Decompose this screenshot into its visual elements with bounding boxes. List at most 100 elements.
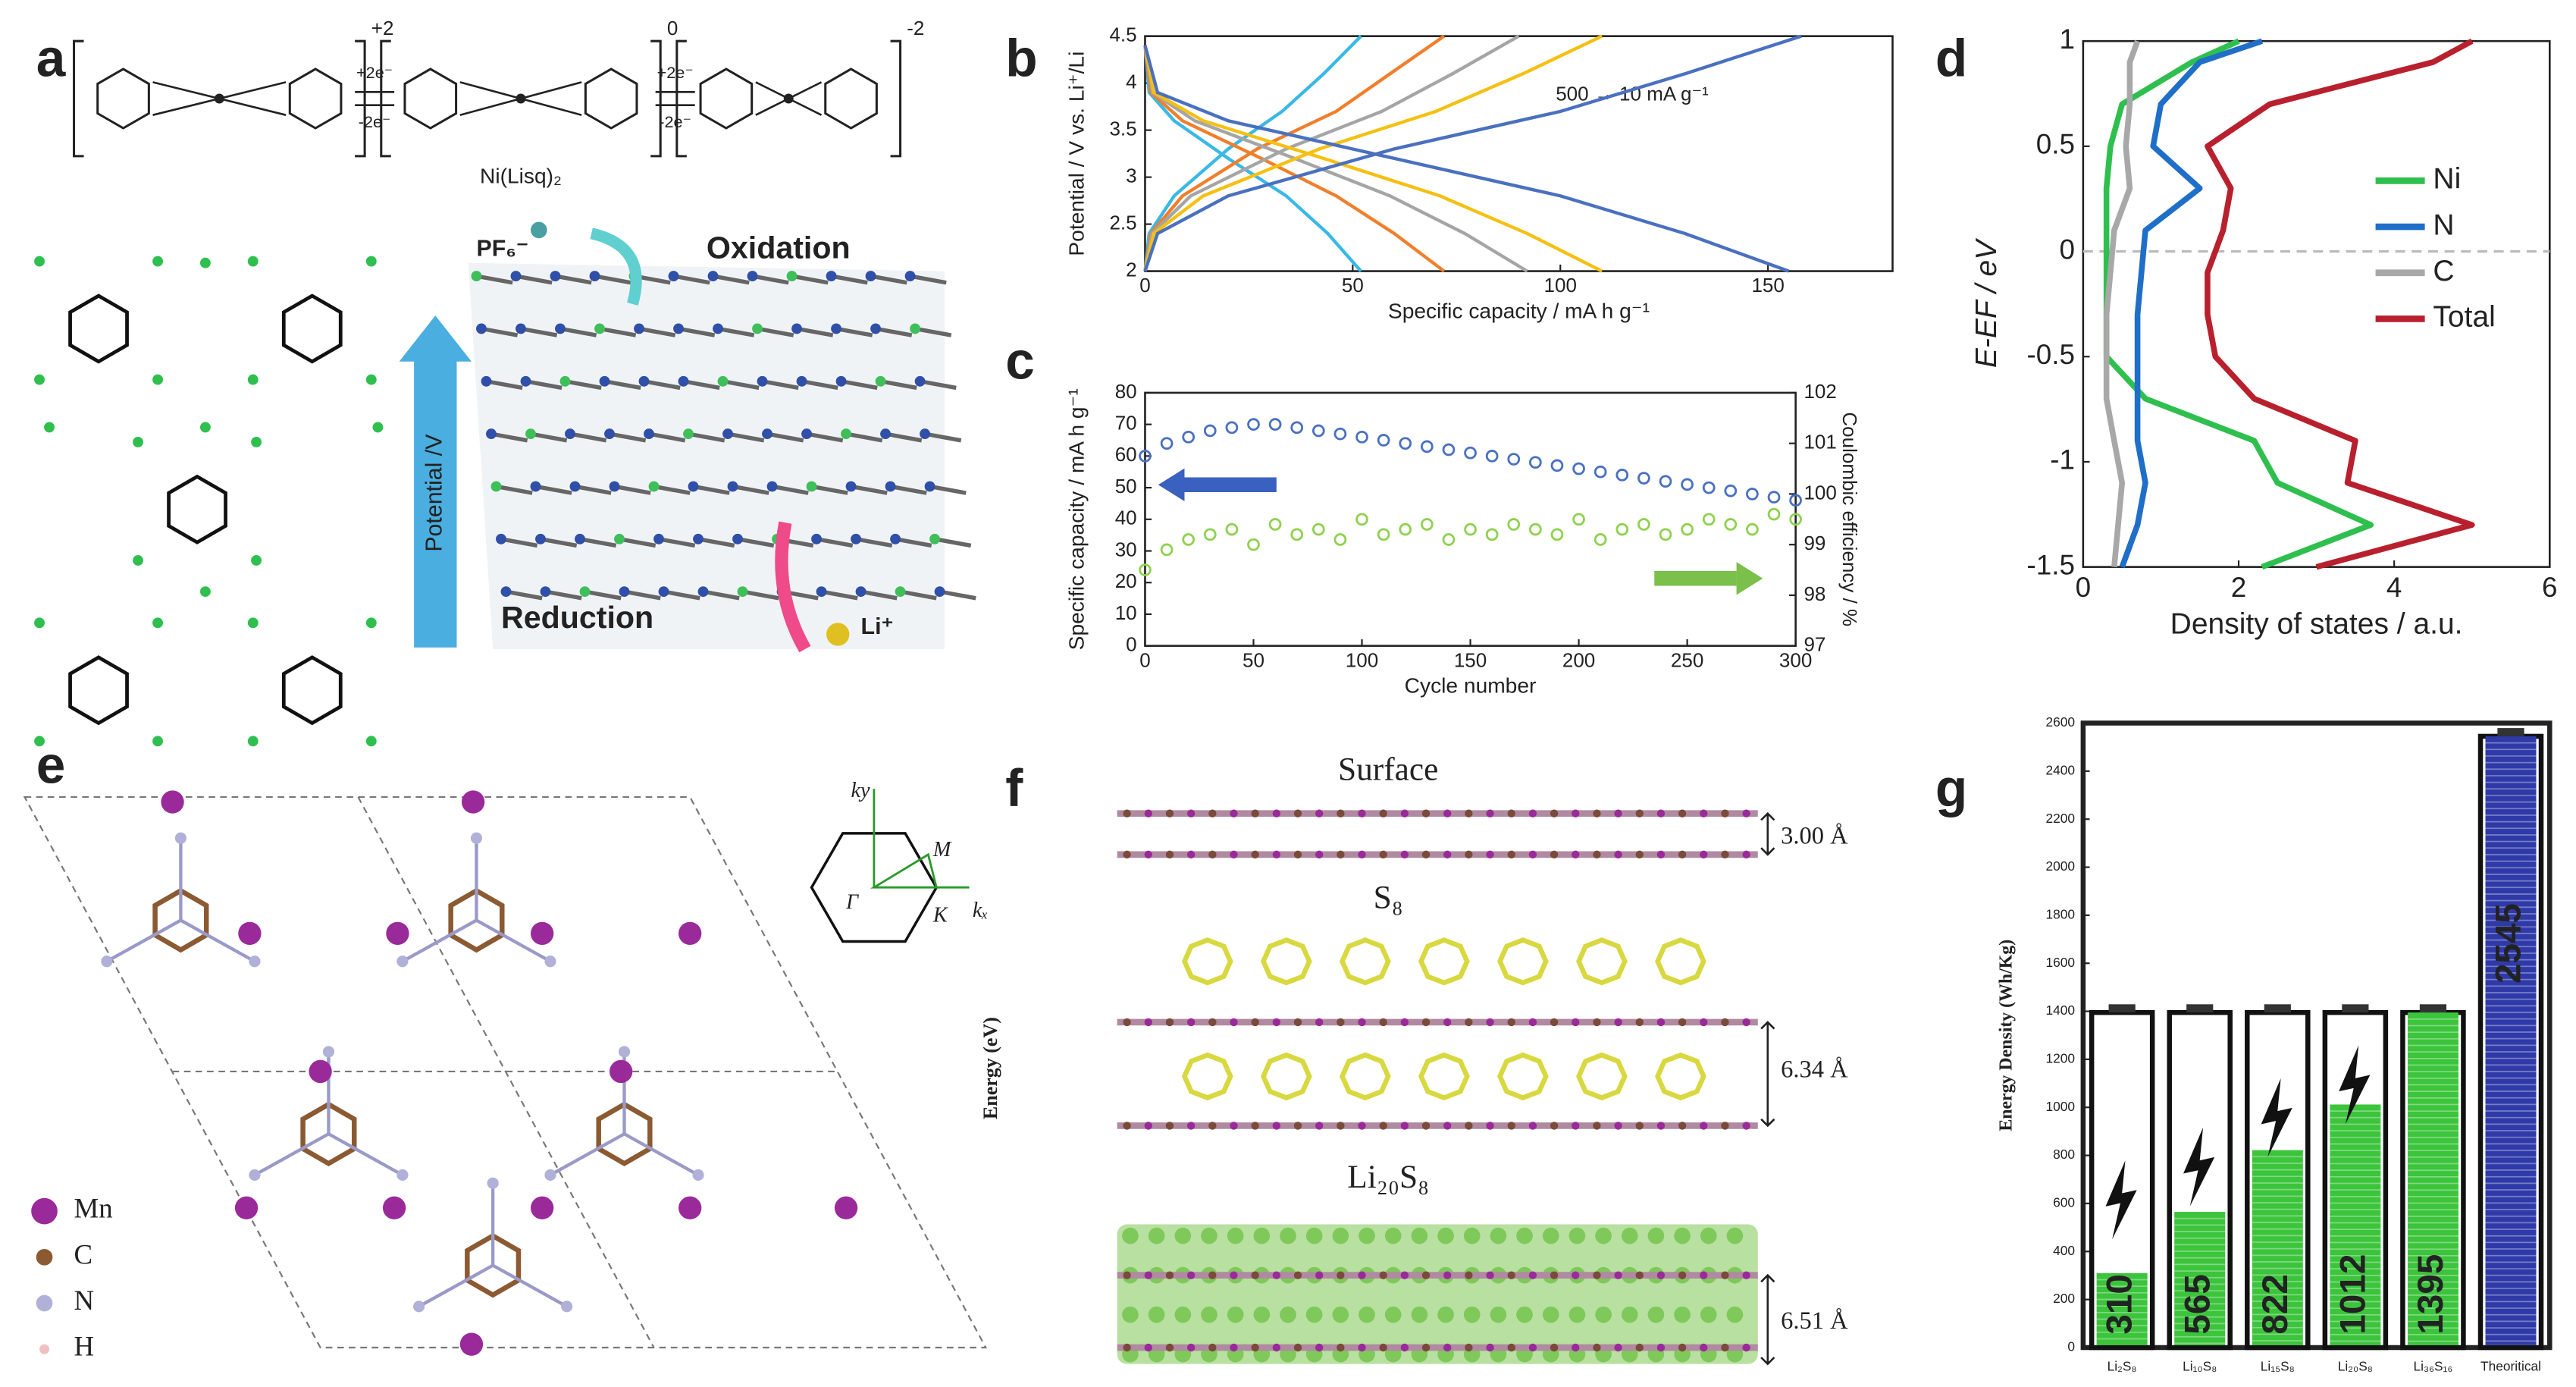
atom — [816, 586, 827, 598]
y-tick-label: 1800 — [2045, 906, 2075, 921]
atom — [459, 1332, 484, 1356]
charge: +2 — [371, 17, 394, 39]
atom — [382, 1196, 406, 1219]
data-point — [1789, 494, 1802, 507]
lithium-label: Li⁺ — [861, 614, 894, 639]
battery-cap — [2108, 1004, 2136, 1013]
charge-bolt — [2339, 1045, 2371, 1125]
bond — [481, 326, 519, 337]
bond — [806, 431, 844, 443]
atom — [1490, 1306, 1507, 1323]
bond — [530, 431, 568, 443]
value-label: 2545 — [2489, 903, 2529, 984]
atom — [722, 428, 733, 440]
sulfur-ring — [1339, 937, 1391, 986]
atom — [1542, 1227, 1559, 1244]
atom — [476, 323, 487, 334]
x-tick-label: 2 — [2231, 572, 2246, 603]
atom — [1251, 1122, 1259, 1130]
bond — [732, 484, 769, 495]
atom — [1421, 1018, 1431, 1027]
bond — [841, 379, 878, 391]
atom — [525, 428, 536, 440]
atom — [1726, 1306, 1744, 1323]
atom — [1251, 850, 1259, 859]
y-tick-label: 1 — [2060, 24, 2075, 55]
atom — [1595, 1306, 1612, 1323]
atom — [101, 956, 113, 968]
ring — [403, 67, 458, 130]
atom — [1165, 809, 1174, 817]
y2-tick-label: 101 — [1804, 431, 1836, 453]
data-point — [1333, 427, 1347, 441]
atom — [152, 617, 163, 629]
y-tick-label: 1400 — [2045, 1003, 2075, 1018]
legend-marker — [36, 1294, 53, 1312]
legend-marker — [39, 1344, 50, 1354]
bond — [535, 484, 572, 495]
atom — [1742, 850, 1750, 859]
atom — [747, 271, 758, 282]
sulfur-ring — [1655, 937, 1706, 986]
atom — [752, 323, 763, 334]
atom — [247, 374, 259, 385]
sulfur-ring — [1260, 937, 1312, 986]
data-point — [1290, 421, 1304, 435]
atom — [865, 271, 876, 282]
bond — [870, 274, 907, 285]
atom — [579, 586, 591, 598]
sulfur-ring — [1181, 937, 1233, 986]
atom — [1253, 1227, 1271, 1244]
x-tick-label: 0 — [1139, 274, 1150, 297]
bond — [766, 431, 804, 443]
atom — [1656, 1018, 1666, 1027]
atom — [688, 481, 699, 492]
bond — [485, 379, 523, 391]
atom — [1272, 850, 1281, 859]
atom — [365, 374, 377, 385]
atom — [1674, 1227, 1691, 1244]
data-point — [1312, 424, 1325, 438]
atom — [1678, 1343, 1687, 1352]
data-point — [1464, 522, 1477, 536]
value-label: 1395 — [2411, 1254, 2451, 1335]
atom — [544, 956, 556, 968]
x-tick-label: Li₂S₈ — [2107, 1359, 2137, 1374]
atom — [1443, 1122, 1452, 1130]
atom — [1678, 850, 1687, 859]
atom — [470, 832, 483, 844]
atom — [1572, 1343, 1580, 1352]
atom — [678, 375, 689, 387]
atom — [1621, 1306, 1638, 1323]
ring — [68, 655, 129, 726]
atom — [1656, 850, 1666, 859]
atom — [1305, 1227, 1323, 1244]
bond — [180, 918, 255, 963]
atom — [1593, 1122, 1601, 1130]
atom — [845, 481, 857, 492]
data-point — [1789, 513, 1802, 526]
atom — [806, 481, 817, 492]
atom — [1272, 1018, 1281, 1027]
charge-bolt — [2105, 1160, 2137, 1240]
bond — [727, 431, 765, 443]
atom — [1656, 809, 1666, 817]
bond — [835, 326, 873, 337]
bond — [791, 274, 829, 285]
atom — [1165, 1018, 1174, 1027]
x-tick-label: 0 — [1139, 648, 1150, 671]
y-tick-label: 70 — [1115, 412, 1137, 435]
y-tick-label: -1 — [2050, 444, 2075, 475]
bond — [525, 379, 563, 391]
data-point — [1529, 522, 1542, 536]
data-point — [1442, 533, 1456, 546]
data-point — [1724, 484, 1738, 497]
atom — [396, 956, 409, 968]
atom — [1144, 850, 1153, 859]
atom — [1379, 1271, 1387, 1279]
atom — [174, 832, 186, 844]
bond — [688, 431, 725, 443]
oxidation-arrow — [590, 228, 642, 306]
data-point — [1442, 443, 1456, 457]
